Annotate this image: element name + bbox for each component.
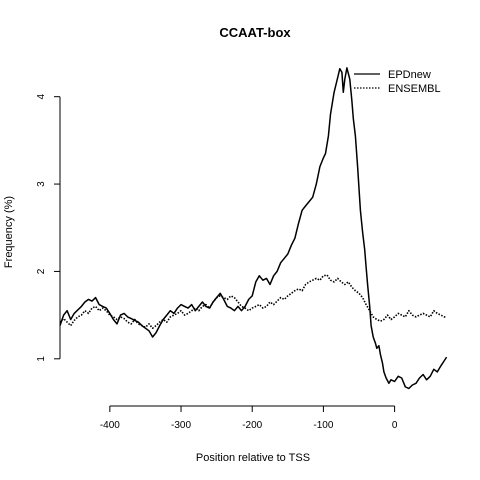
x-axis-label: Position relative to TSS [196,452,310,464]
legend-label-epdnew: EPDnew [388,69,431,81]
x-tick-label: -300 [171,420,191,431]
x-tick-label: -200 [242,420,262,431]
x-axis: -400 -300 -200 -100 0 [100,405,398,431]
legend-label-ensembl: ENSEMBL [388,83,441,95]
x-tick-label: 0 [392,420,398,431]
series-line-epdnew [59,67,448,390]
legend: EPDnew ENSEMBL [354,69,441,95]
y-axis: 1 2 3 4 [36,93,61,362]
y-tick-label: 2 [36,268,47,274]
y-axis-label: Frequency (%) [3,196,15,268]
series-line-ensembl [59,274,447,329]
series-layer [59,67,448,390]
y-tick-label: 3 [36,181,47,187]
x-tick-label: -100 [313,420,333,431]
y-tick-label: 1 [36,356,47,362]
y-tick-label: 4 [36,93,47,99]
x-tick-label: -400 [100,420,120,431]
chart-title: CCAAT-box [219,25,291,40]
